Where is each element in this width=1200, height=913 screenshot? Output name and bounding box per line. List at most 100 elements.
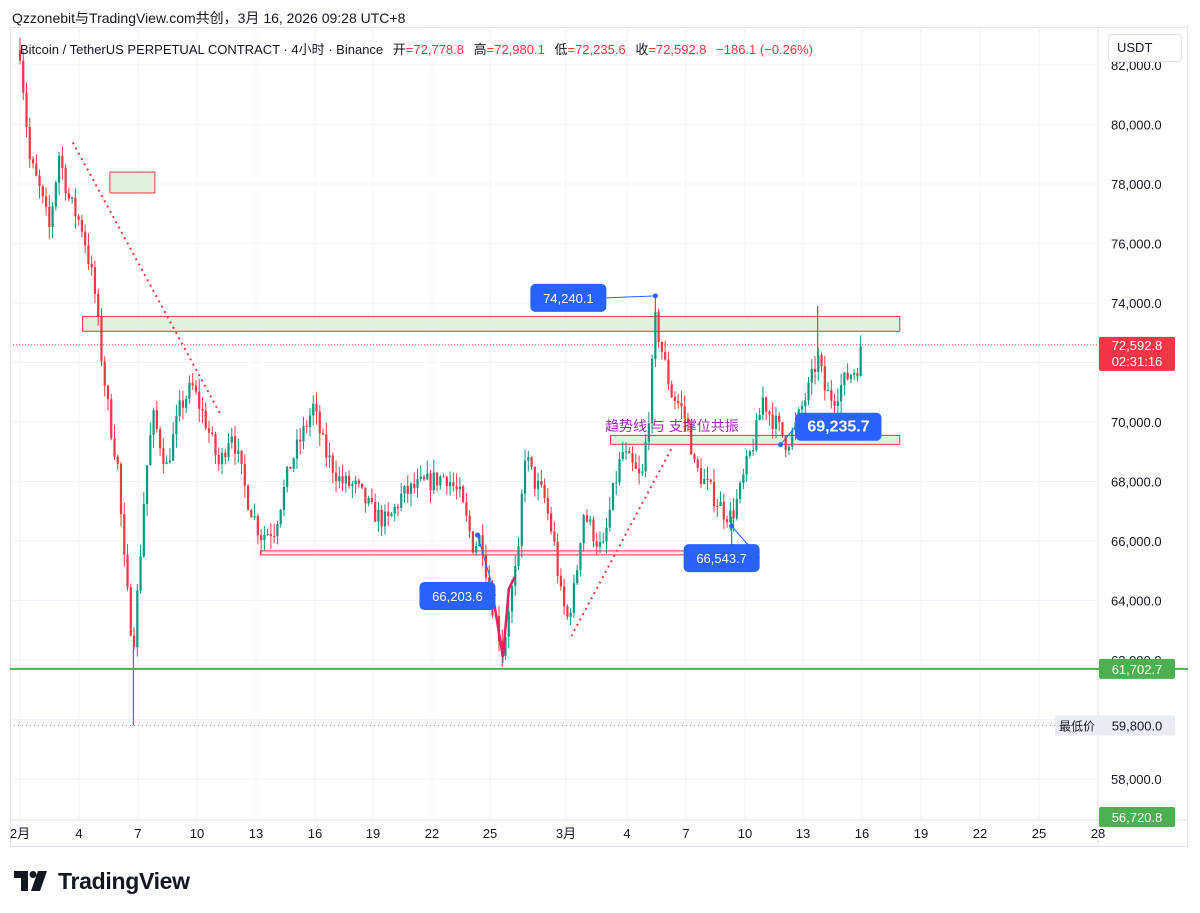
candle [752, 450, 755, 452]
candle [856, 373, 859, 376]
symbol-legend: Bitcoin / TetherUS PERPETUAL CONTRACT · … [20, 39, 813, 58]
candle [149, 435, 152, 466]
candle [383, 511, 387, 527]
candle [791, 430, 794, 447]
candle [517, 546, 520, 567]
candle [442, 476, 445, 478]
candle [800, 406, 804, 410]
candle [810, 369, 813, 383]
candle [106, 385, 110, 400]
candle [765, 397, 768, 412]
candle [318, 411, 321, 434]
candle [168, 460, 171, 463]
candle [563, 586, 566, 607]
y-tick-label: 80,000.0 [1111, 118, 1162, 133]
candle [347, 475, 351, 487]
candle [58, 155, 61, 183]
candle [308, 415, 312, 427]
candle [771, 414, 774, 430]
candle [634, 462, 637, 469]
candle [523, 460, 527, 494]
candle [602, 541, 605, 543]
x-tick-label: 16 [855, 826, 869, 841]
candle [380, 509, 383, 527]
currency-selector[interactable]: USDT [1108, 34, 1182, 62]
candle [41, 186, 44, 197]
candle [282, 487, 286, 510]
callout-leader [780, 426, 796, 446]
candle [520, 493, 523, 547]
candle [435, 472, 439, 486]
resistance-zone [82, 315, 901, 332]
candle [569, 612, 572, 617]
candle [84, 231, 87, 246]
candle [126, 554, 129, 588]
candle [826, 390, 830, 392]
candle [22, 60, 25, 93]
candle [530, 457, 533, 467]
x-tick-label: 4 [623, 826, 630, 841]
candle [18, 50, 22, 61]
candle [475, 546, 478, 553]
symbol-name: Bitcoin / TetherUS PERPETUAL CONTRACT · … [20, 42, 384, 57]
candle [452, 482, 455, 487]
price-callout: 66,543.7 [683, 523, 760, 573]
candle [159, 429, 162, 449]
price-badge-label: 56,720.8 [1112, 810, 1163, 825]
candle [719, 501, 722, 506]
candle [48, 206, 51, 228]
candle [263, 534, 266, 541]
candle [735, 498, 738, 519]
candle [458, 486, 461, 490]
chart-frame [10, 27, 1188, 847]
candle [579, 543, 582, 571]
callout-label: 69,235.7 [807, 419, 869, 436]
y-tick-label: 64,000.0 [1111, 594, 1162, 609]
candle [325, 434, 328, 458]
candle [481, 535, 484, 555]
callout-box [795, 412, 882, 441]
candle [514, 566, 517, 586]
bounce-arrow [489, 576, 517, 658]
candle [155, 410, 158, 430]
candle [683, 406, 686, 419]
close-label: 收 [635, 42, 649, 57]
x-tick-label: 3月 [556, 826, 576, 841]
candle [722, 501, 725, 520]
candle [507, 611, 510, 637]
candle [54, 182, 57, 207]
candle [416, 478, 419, 488]
candle [367, 498, 370, 504]
candle [198, 391, 201, 409]
callout-box [683, 544, 760, 573]
candle [533, 466, 536, 489]
candle [504, 636, 507, 656]
candle [484, 554, 488, 578]
callout-label: 66,203.6 [432, 589, 483, 604]
candle [758, 414, 761, 421]
candle [129, 587, 132, 636]
candle [400, 493, 403, 508]
candle [64, 167, 67, 194]
candle [256, 516, 259, 536]
candle [693, 454, 696, 460]
candle [840, 385, 843, 402]
candle [559, 575, 562, 587]
candle [432, 472, 435, 491]
price-badge [1099, 658, 1175, 679]
x-tick-label: 19 [366, 826, 380, 841]
candle [217, 454, 220, 465]
candle [211, 432, 214, 434]
x-tick-label: 22 [425, 826, 439, 841]
callout-label: 66,543.7 [696, 551, 747, 566]
candle [426, 473, 429, 480]
x-tick-label: 19 [914, 826, 928, 841]
candle [813, 369, 817, 372]
candle [732, 510, 735, 519]
candle [260, 535, 263, 541]
candle [582, 515, 585, 544]
trendline [71, 141, 223, 417]
annotation-note: 趋势线 与 支撑位共振 [605, 418, 739, 434]
candle [589, 519, 592, 522]
